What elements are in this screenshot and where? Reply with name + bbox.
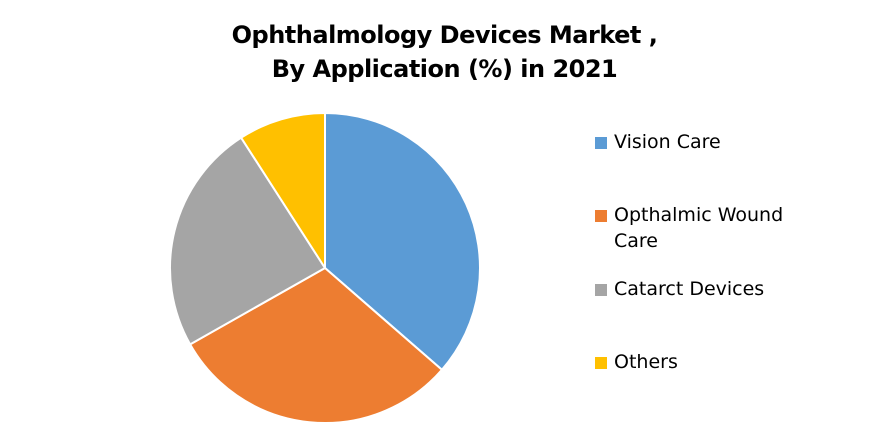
legend-label-line: Opthalmic Wound	[614, 204, 784, 226]
legend-swatch-icon	[595, 284, 607, 296]
legend-label-line: Care	[614, 230, 658, 252]
pie-slice-opthalmic-wound-care	[189, 267, 443, 424]
legend-swatch-icon	[595, 137, 607, 149]
chart-title-line-2: By Application (%) in 2021	[271, 55, 618, 83]
legend-item-others: Others	[595, 349, 678, 375]
legend-swatch-icon	[595, 357, 607, 369]
legend-label: Others	[614, 351, 678, 373]
legend-item-opthalmic-wound-care: Opthalmic Wound Care	[595, 202, 783, 254]
chart-title-line-1: Ophthalmology Devices Market ,	[231, 21, 658, 49]
pie-slice-catarct-devices	[169, 136, 326, 346]
pie-slice-others	[240, 112, 326, 269]
legend-item-vision-care: Vision Care	[595, 129, 721, 155]
legend-label: Opthalmic Wound Care	[614, 202, 783, 254]
legend-label: Catarct Devices	[614, 278, 765, 300]
legend-item-catarct-devices: Catarct Devices	[595, 276, 764, 302]
chart-title: Ophthalmology Devices Market , By Applic…	[0, 18, 889, 86]
legend-swatch-icon	[595, 210, 607, 222]
legend-label: Vision Care	[614, 131, 721, 153]
pie-slice-vision-care	[324, 112, 481, 371]
